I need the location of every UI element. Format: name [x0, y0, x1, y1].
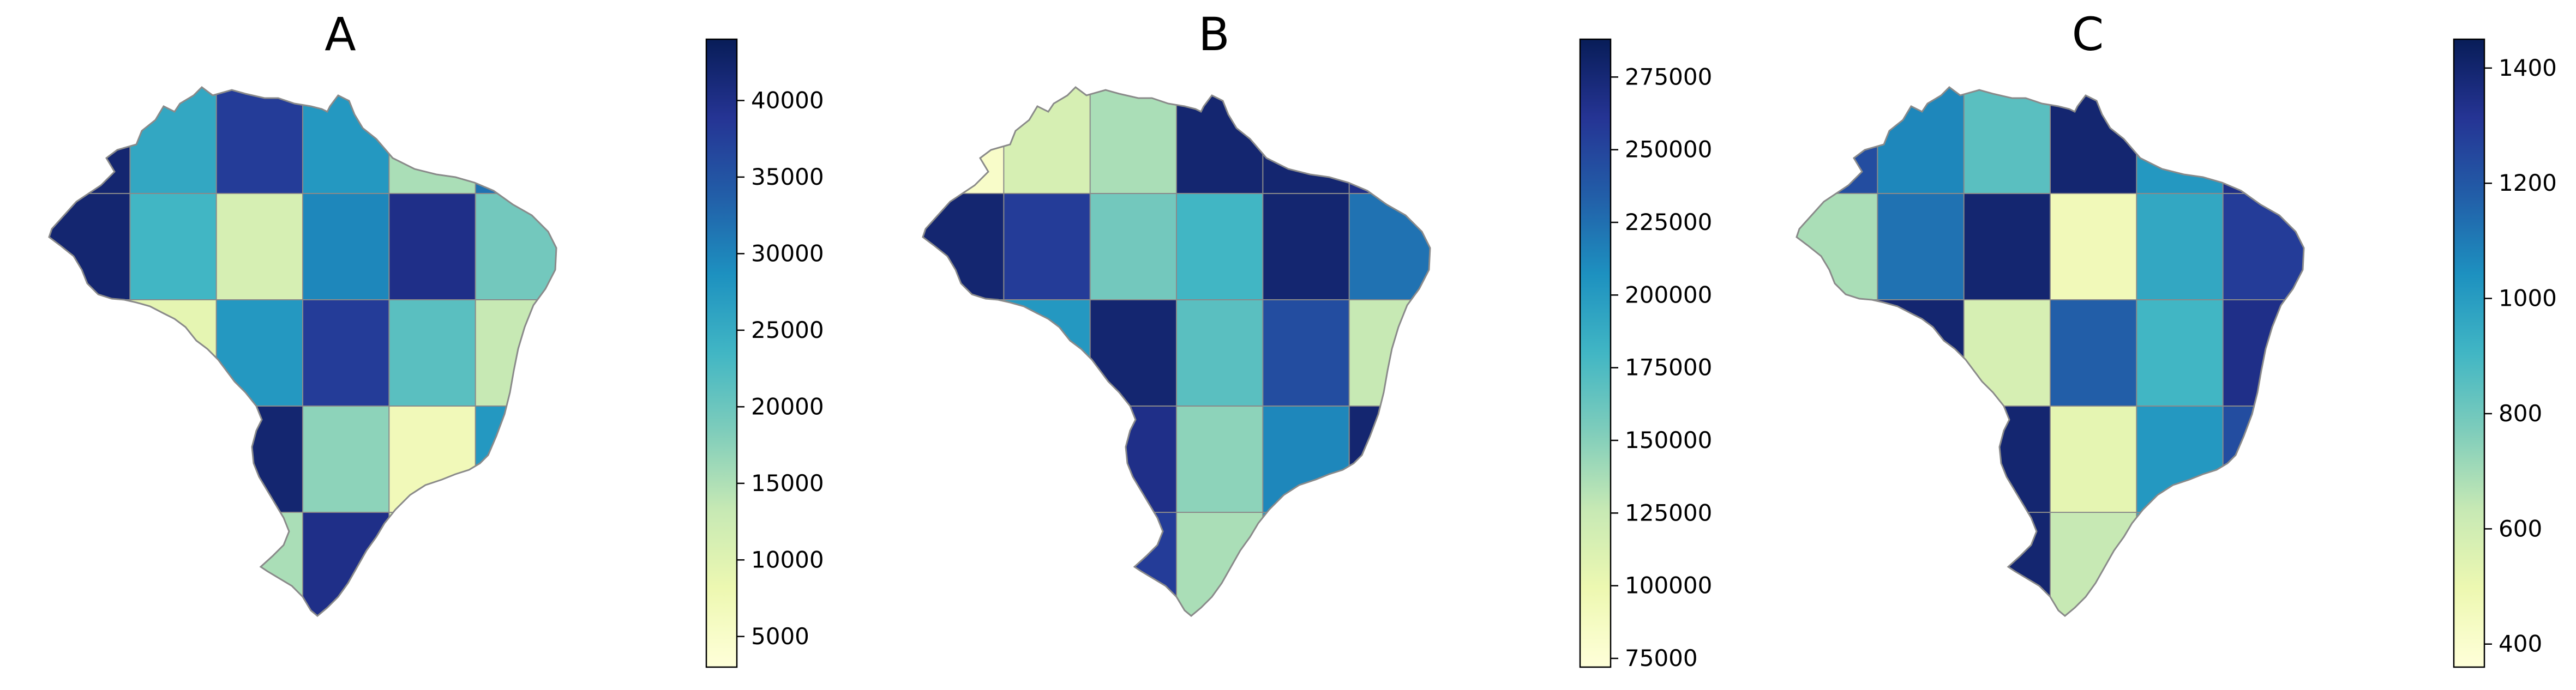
- map-region: [1963, 193, 2051, 301]
- colorbar-tick-label: 200000: [1625, 281, 1712, 308]
- map-region: [1089, 193, 1178, 301]
- colorbar-tick-label: 400: [2499, 631, 2542, 657]
- colorbar-tick-label: 20000: [751, 393, 824, 420]
- country-outline: [48, 86, 557, 617]
- colorbar-tick-label: 800: [2499, 400, 2542, 427]
- colorbar-tick-label: 150000: [1625, 427, 1712, 453]
- colorbar-tick-label: 30000: [751, 240, 824, 267]
- colorbar-tick-label: 100000: [1625, 572, 1712, 599]
- panel-title-a: A: [325, 8, 356, 61]
- colorbar-gradient: [1579, 38, 1612, 668]
- colorbar-tick-label: 75000: [1625, 645, 1698, 671]
- map-panel-a: A 5000 10000 15000 20000 25000 30000 35000 4000…: [0, 0, 858, 690]
- map-region: [302, 299, 391, 407]
- colorbar-tick-label: 175000: [1625, 354, 1712, 381]
- colorbar-tick-label: 25000: [751, 317, 824, 343]
- map-region: [2136, 193, 2224, 301]
- country-outline: [1796, 86, 2305, 617]
- colorbar-a: 5000 10000 15000 20000 25000 30000 35000 40000: [705, 38, 824, 668]
- map-region: [1176, 299, 1264, 407]
- colorbar-b: 75000 100000 125000 150000 175000 200000 22500…: [1579, 38, 1712, 671]
- choropleth-map-b: [922, 86, 1431, 617]
- colorbar-tick-label: 125000: [1625, 499, 1712, 526]
- map-region: [1089, 87, 1178, 195]
- colorbar-tick-label: 275000: [1625, 63, 1712, 90]
- map-region: [2050, 193, 2138, 301]
- map-region: [1262, 299, 1350, 407]
- map-region: [2050, 405, 2138, 513]
- map-region: [302, 405, 391, 513]
- colorbar-tick-label: 35000: [751, 164, 824, 190]
- colorbar-tick-label: 15000: [751, 470, 824, 497]
- choropleth-map-c: [1796, 86, 2305, 617]
- colorbar-tick-label: 1200: [2499, 170, 2557, 196]
- colorbar-tick-label: 600: [2499, 515, 2542, 542]
- colorbar-tick-label: 5000: [751, 623, 809, 650]
- map-region: [215, 87, 304, 195]
- colorbar-gradient: [2453, 38, 2485, 668]
- colorbar-c: 400 600 800 1000 1200 1400: [2453, 38, 2557, 668]
- colorbar-tick-label: 225000: [1625, 209, 1712, 235]
- panel-title-b: B: [1198, 8, 1230, 61]
- map-region: [2050, 299, 2138, 407]
- map-panel-b: B 75000 100000 125000 150000 175000 200000 225…: [874, 0, 1732, 690]
- colorbar-tick-label: 10000: [751, 546, 824, 573]
- colorbar-tick-label: 1400: [2499, 55, 2557, 81]
- map-region: [302, 193, 391, 301]
- map-region: [129, 193, 218, 301]
- map-region: [388, 299, 477, 407]
- panel-title-c: C: [2071, 8, 2104, 61]
- choropleth-map-a: [48, 86, 557, 617]
- country-outline: [922, 86, 1431, 617]
- map-panel-c: C 400 600 800 1000 1200 1400: [1748, 0, 2576, 690]
- colorbar-tick-label: 1000: [2499, 285, 2557, 312]
- colorbar-tick-label: 250000: [1625, 136, 1712, 163]
- colorbar-gradient: [705, 38, 738, 668]
- map-region: [1963, 87, 2051, 195]
- colorbar-tick-label: 40000: [751, 87, 824, 113]
